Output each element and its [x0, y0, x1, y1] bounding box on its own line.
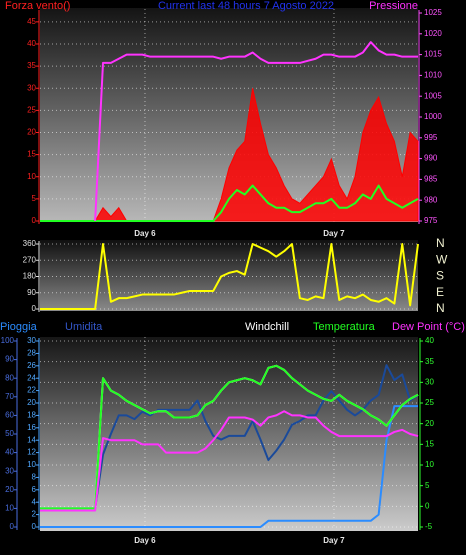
tick-label: 10 — [5, 504, 14, 513]
tick-label: 0 — [10, 522, 15, 531]
tick-label: 40 — [425, 336, 434, 345]
legend-label: Windchill — [245, 321, 289, 333]
tick-label: N — [436, 301, 445, 315]
tick-label: 975 — [424, 216, 438, 225]
tick-label: 20 — [425, 419, 434, 428]
tick-label: 50 — [5, 429, 14, 438]
tick-label: 985 — [424, 175, 438, 184]
tick-label: 80 — [5, 373, 14, 382]
x-tick-label: Day 6 — [134, 536, 156, 545]
tick-label: 90 — [27, 288, 36, 297]
x-tick-label: Day 7 — [323, 536, 345, 545]
tick-label: 14 — [27, 435, 36, 444]
tick-label: 0 — [32, 304, 37, 313]
series-line — [40, 184, 419, 222]
tick-label: 0 — [32, 216, 37, 225]
tick-label: 990 — [424, 154, 438, 163]
tick-label: 2 — [32, 510, 37, 519]
tick-label: 0 — [32, 522, 37, 531]
tick-label: 995 — [424, 133, 438, 142]
tick-label: 20 — [27, 398, 36, 407]
series-line — [40, 243, 419, 310]
tick-label: 35 — [27, 61, 36, 70]
tick-label: 5 — [425, 481, 430, 490]
tick-label: 10 — [27, 172, 36, 181]
tick-label: 1005 — [424, 91, 442, 100]
series-line — [40, 364, 419, 510]
tick-label: 16 — [27, 423, 36, 432]
tick-label: 40 — [27, 39, 36, 48]
tick-label: 10 — [425, 460, 434, 469]
tick-label: 25 — [425, 398, 434, 407]
legend-label: Dew Point (°C) — [392, 321, 465, 333]
tick-label: 15 — [27, 150, 36, 159]
tick-label: 20 — [27, 128, 36, 137]
tick-label: 60 — [5, 411, 14, 420]
tick-label: 0 — [425, 501, 430, 510]
tick-label: 22 — [27, 386, 36, 395]
tick-label: 5 — [32, 194, 37, 203]
tick-label: 35 — [425, 357, 434, 366]
chart-title: Current last 48 hours 7 Agosto 2022 — [158, 0, 334, 12]
y2-axis-title: Pressione — [369, 0, 418, 12]
series-line — [40, 364, 419, 510]
tick-label: 1015 — [424, 50, 442, 59]
series-line — [94, 41, 418, 222]
series-line — [40, 410, 419, 512]
tick-label: 25 — [27, 105, 36, 114]
tick-label: 12 — [27, 448, 36, 457]
tick-label: S — [436, 269, 444, 283]
tick-label: 70 — [5, 392, 14, 401]
plot-area — [40, 337, 418, 531]
series-area — [40, 88, 419, 222]
tick-label: 20 — [5, 485, 14, 494]
tick-label: 45 — [27, 17, 36, 26]
tick-label: 10 — [27, 460, 36, 469]
x-tick-label: Day 6 — [134, 229, 156, 238]
legend-label: Pioggia — [0, 321, 38, 333]
tick-label: 30 — [27, 336, 36, 345]
legend-label: Umidita — [65, 321, 103, 333]
tick-label: -5 — [425, 522, 433, 531]
tick-label: 180 — [23, 272, 37, 281]
tick-label: 40 — [5, 448, 14, 457]
tick-label: N — [436, 236, 445, 250]
tick-label: 30 — [5, 466, 14, 475]
tick-label: 360 — [23, 239, 37, 248]
tick-label: 30 — [27, 83, 36, 92]
tick-label: 15 — [425, 439, 434, 448]
tick-label: 270 — [23, 255, 37, 264]
tick-label: 4 — [32, 497, 37, 506]
tick-label: 980 — [424, 195, 438, 204]
tick-label: 100 — [1, 336, 15, 345]
tick-label: 1010 — [424, 71, 442, 80]
series-line — [40, 405, 418, 528]
tick-label: 24 — [27, 373, 36, 382]
tick-label: 6 — [32, 485, 37, 494]
x-tick-label: Day 7 — [323, 229, 345, 238]
tick-label: 90 — [5, 355, 14, 364]
tick-label: 8 — [32, 473, 37, 482]
tick-label: W — [436, 252, 448, 266]
tick-label: 30 — [425, 377, 434, 386]
legend-label: Temperatura — [313, 321, 376, 333]
y-axis-title: Forza vento() — [5, 0, 70, 12]
tick-label: E — [436, 285, 444, 299]
tick-label: 26 — [27, 361, 36, 370]
tick-label: 18 — [27, 411, 36, 420]
tick-label: 1000 — [424, 112, 442, 121]
tick-label: 28 — [27, 349, 36, 358]
tick-label: 1025 — [424, 8, 442, 17]
tick-label: 1020 — [424, 29, 442, 38]
